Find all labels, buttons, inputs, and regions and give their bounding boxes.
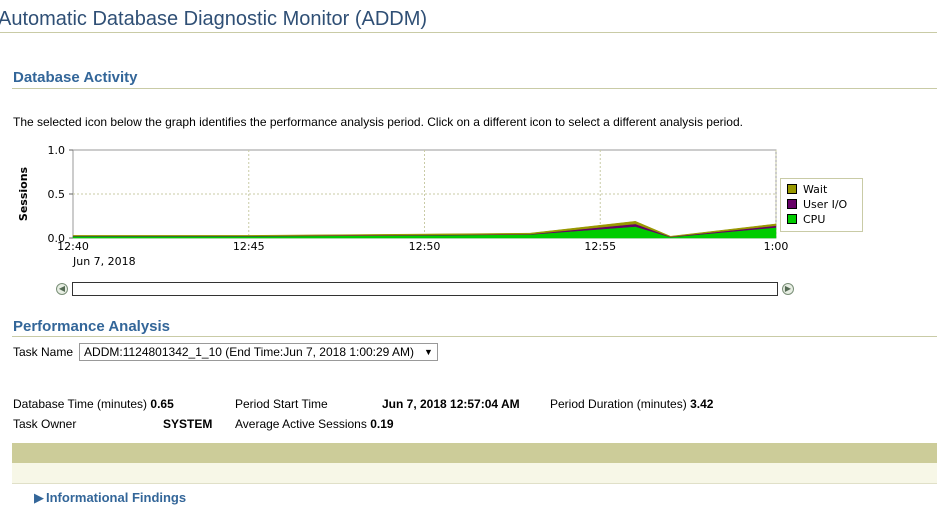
x-tick-label: 12:50 (409, 240, 441, 253)
period-start-value-wrap: Jun 7, 2018 12:57:04 AM (382, 397, 520, 411)
informational-findings-label: Informational Findings (46, 490, 187, 505)
period-start-value: Jun 7, 2018 12:57:04 AM (382, 397, 520, 411)
avg-active-sessions-field: Average Active Sessions 0.19 (235, 417, 394, 431)
y-tick-label: 1.0 (48, 144, 66, 157)
analysis-period-instructions: The selected icon below the graph identi… (13, 115, 743, 129)
performance-analysis-divider (12, 336, 937, 337)
legend-item-cpu: CPU (787, 212, 825, 226)
x-tick-label: 12:45 (233, 240, 265, 253)
expand-triangle-icon: ▶ (34, 490, 44, 505)
x-tick-label: 12:40 (57, 240, 89, 253)
analysis-period-scroller: ◀ ▶ (56, 282, 796, 298)
task-name-label: Task Name (13, 345, 74, 359)
legend-swatch-user-io (787, 199, 797, 209)
period-duration-value: 3.42 (690, 397, 714, 411)
chart-canvas: 1.0 0.5 0.012:40 12:45 12:50 12:55 1:00 Jun 7, … (17, 144, 789, 268)
x-tick-label: 1:00 (764, 240, 789, 253)
series-area-wait (72, 221, 777, 237)
x-tick-label: 12:55 (584, 240, 616, 253)
legend-item-wait: Wait (787, 182, 827, 196)
legend-swatch-wait (787, 184, 797, 194)
findings-subheader-band (12, 463, 937, 484)
chevron-down-icon: ▼ (424, 347, 433, 357)
page-title: Automatic Database Diagnostic Monitor (A… (0, 8, 428, 30)
database-time-field: Database Time (minutes) 0.65 (13, 397, 174, 411)
y-tick-label: 0.5 (48, 188, 66, 201)
scroll-left-icon[interactable]: ◀ (56, 283, 68, 295)
task-name-row: Task Name ADDM:1124801342_1_10 (End Time… (13, 342, 438, 362)
legend-label-user-io: User I/O (803, 197, 848, 211)
database-time-label: Database Time (minutes) (13, 397, 148, 411)
x-date-label: Jun 7, 2018 (72, 255, 136, 268)
database-activity-chart: 1.0 0.5 0.0 12:40 12:45 12:50 12:55 1:00 Jun 7, … (0, 140, 937, 275)
legend-swatch-cpu (787, 214, 797, 224)
task-owner-label: Task Owner (13, 417, 77, 431)
legend-label-cpu: CPU (803, 212, 826, 226)
y-tick-label: 0.0 (48, 232, 66, 245)
database-activity-heading: Database Activity (13, 69, 138, 86)
period-duration-field: Period Duration (minutes) 3.42 (550, 397, 713, 411)
task-name-value: ADDM:1124801342_1_10 (End Time:Jun 7, 20… (84, 345, 415, 359)
avg-active-sessions-label: Average Active Sessions (235, 417, 367, 431)
period-duration-label: Period Duration (minutes) (550, 397, 687, 411)
scroll-track[interactable] (72, 282, 778, 296)
period-start-label: Period Start Time (235, 397, 328, 411)
findings-header-band (12, 443, 937, 463)
database-activity-divider (12, 88, 937, 89)
avg-active-sessions-value: 0.19 (370, 417, 394, 431)
task-owner-value-wrap: SYSTEM (163, 417, 212, 431)
informational-findings-toggle[interactable]: ▶ Informational Findings (34, 490, 186, 506)
task-owner-value: SYSTEM (163, 417, 213, 431)
scroll-right-icon[interactable]: ▶ (782, 283, 794, 295)
y-axis-label: Sessions (17, 166, 30, 221)
legend-item-user-io: User I/O (787, 197, 847, 211)
legend-label-wait: Wait (803, 182, 828, 196)
chart-legend: Wait User I/O CPU (780, 178, 863, 232)
task-name-select[interactable]: ADDM:1124801342_1_10 (End Time:Jun 7, 20… (79, 343, 438, 361)
title-divider (0, 32, 937, 33)
database-time-value: 0.65 (150, 397, 174, 411)
performance-analysis-heading: Performance Analysis (13, 318, 171, 335)
